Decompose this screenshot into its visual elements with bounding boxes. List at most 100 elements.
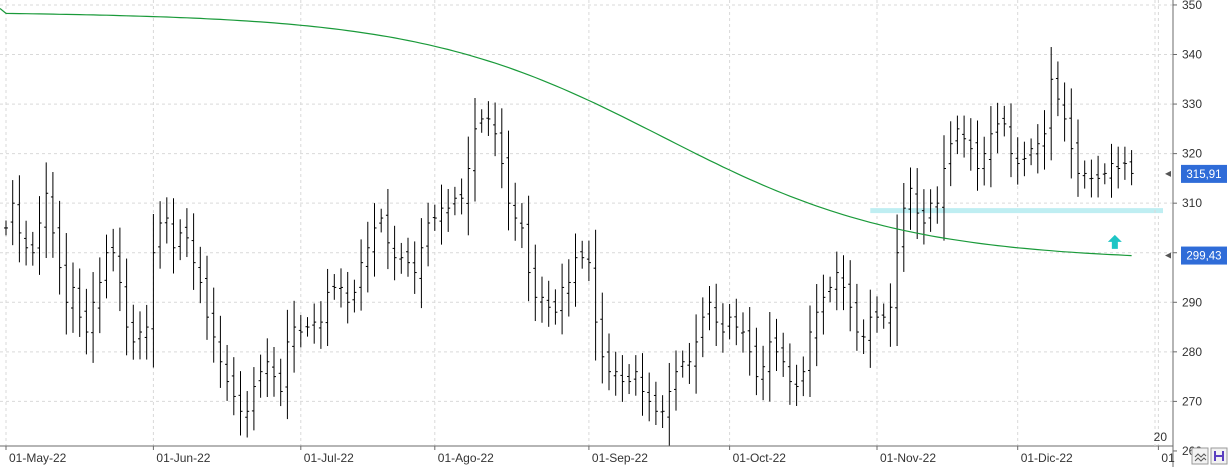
ohlc-bar-39 bbox=[265, 338, 270, 397]
ohlc-bar-131 bbox=[881, 303, 886, 329]
ohlc-bar-35 bbox=[238, 371, 243, 436]
ohlc-bar-121 bbox=[814, 284, 819, 367]
y-tick-label: 290 bbox=[1182, 295, 1202, 309]
ohlc-bar-111 bbox=[747, 307, 752, 376]
ohlc-bar-101 bbox=[680, 350, 685, 378]
ohlc-bar-43 bbox=[292, 300, 297, 373]
ohlc-bar-138 bbox=[928, 189, 933, 232]
last-price-box bbox=[1181, 164, 1227, 183]
ohlc-bar-168 bbox=[1129, 150, 1134, 186]
ohlc-bar-105 bbox=[707, 285, 712, 331]
ohlc-bar-11 bbox=[77, 268, 82, 337]
ohlc-bar-127 bbox=[854, 283, 859, 351]
ohlc-bar-54 bbox=[365, 221, 370, 293]
ohlc-bar-9 bbox=[64, 233, 69, 335]
ohlc-bar-55 bbox=[372, 203, 377, 277]
support-zone bbox=[870, 208, 1163, 214]
ohlc-bar-21 bbox=[144, 304, 149, 360]
ohlc-bar-92 bbox=[620, 355, 625, 402]
ohlc-bar-19 bbox=[131, 304, 136, 360]
zoom-toggle-button[interactable] bbox=[1191, 447, 1209, 465]
ohlc-bar-109 bbox=[734, 298, 739, 346]
ohlc-bar-59 bbox=[399, 242, 404, 274]
ohlc-bar-89 bbox=[600, 292, 605, 384]
support-band bbox=[870, 208, 1163, 214]
arrow-up-icon bbox=[1107, 234, 1122, 249]
ma-value-box bbox=[1181, 246, 1227, 265]
ohlc-bar-31 bbox=[211, 287, 216, 363]
ohlc-bar-56 bbox=[379, 208, 384, 233]
ohlc-bar-156 bbox=[1049, 47, 1054, 161]
ohlc-bar-68 bbox=[459, 178, 464, 215]
ohlc-bar-57 bbox=[385, 188, 390, 270]
x-axis: 01-May-22 01-Jun-22 01-Jul-22 01-Ago-22 01-S… bbox=[5, 430, 1175, 465]
ohlc-bar-69 bbox=[466, 136, 471, 236]
ohlc-bar-152 bbox=[1022, 141, 1027, 177]
ohlc-bar-107 bbox=[720, 303, 725, 353]
x-tick-label: 01-Jun-22 bbox=[156, 451, 210, 465]
arrow-marker bbox=[1107, 234, 1122, 249]
ohlc-bar-139 bbox=[935, 186, 940, 224]
ohlc-bar-120 bbox=[808, 305, 812, 398]
ohlc-bar-166 bbox=[1116, 146, 1121, 189]
ohlc-bar-153 bbox=[1029, 138, 1034, 166]
ohlc-bar-79 bbox=[533, 244, 538, 322]
ohlc-bar-77 bbox=[519, 203, 524, 249]
ohlc-bar-18 bbox=[124, 258, 129, 356]
ohlc-bar-2 bbox=[17, 175, 22, 263]
ohlc-bar-47 bbox=[318, 301, 323, 349]
ohlc-bar-62 bbox=[419, 218, 424, 309]
ohlc-bar-96 bbox=[647, 372, 652, 422]
ohlc-bar-143 bbox=[962, 115, 967, 158]
ohlc-bar-164 bbox=[1102, 163, 1107, 185]
y-tick-label: 330 bbox=[1182, 97, 1202, 111]
ohlc-bar-167 bbox=[1122, 146, 1127, 180]
ohlc-bar-125 bbox=[841, 255, 846, 311]
y-tick-label: 280 bbox=[1182, 345, 1202, 359]
ohlc-bar-0 bbox=[4, 220, 8, 236]
ohlc-bar-75 bbox=[506, 130, 511, 231]
ohlc-bar-129 bbox=[868, 289, 873, 368]
ohlc-bar-65 bbox=[439, 184, 444, 245]
ohlc-bar-157 bbox=[1055, 61, 1060, 117]
ohlc-bar-103 bbox=[694, 314, 699, 394]
ohlc-bar-58 bbox=[392, 225, 397, 281]
ohlc-bar-41 bbox=[278, 358, 283, 407]
ohlc-bar-119 bbox=[801, 356, 806, 397]
ohlc-bar-115 bbox=[774, 318, 779, 372]
corner-tools[interactable] bbox=[1191, 447, 1228, 465]
x-tick-label: 01-Nov-22 bbox=[880, 451, 936, 465]
ohlc-bar-88 bbox=[593, 229, 598, 361]
ohlc-bar-145 bbox=[975, 120, 980, 191]
ohlc-bar-144 bbox=[968, 118, 973, 171]
ohlc-bar-84 bbox=[566, 259, 571, 317]
ohlc-bar-151 bbox=[1015, 137, 1020, 185]
ohlc-bar-85 bbox=[573, 233, 578, 307]
ohlc-bar-16 bbox=[111, 228, 116, 272]
ohlc-bar-110 bbox=[741, 312, 745, 353]
ohlc-bar-66 bbox=[446, 188, 451, 232]
ohlc-bar-67 bbox=[452, 186, 457, 216]
ohlc-bar-158 bbox=[1062, 82, 1067, 142]
x-tick-label: 01-Jul-22 bbox=[304, 451, 354, 465]
ohlc-bars bbox=[4, 47, 1134, 446]
ohlc-bar-28 bbox=[191, 213, 196, 290]
x-tick-label: 01-Sep-22 bbox=[592, 451, 648, 465]
ohlc-bar-160 bbox=[1076, 119, 1080, 197]
ohlc-bar-149 bbox=[1002, 105, 1007, 137]
ohlc-bar-12 bbox=[84, 288, 89, 355]
y-tick-label: 350 bbox=[1182, 0, 1202, 12]
ohlc-bar-53 bbox=[359, 239, 364, 311]
ohlc-bar-70 bbox=[473, 97, 477, 202]
ohlc-bar-104 bbox=[700, 297, 705, 358]
ohlc-bar-32 bbox=[218, 315, 223, 388]
ohlc-bar-102 bbox=[687, 342, 692, 384]
ohlc-bar-94 bbox=[633, 355, 638, 396]
ohlc-bar-154 bbox=[1035, 124, 1040, 174]
ohlc-bar-14 bbox=[97, 257, 102, 334]
x-tick-label: 01 bbox=[1161, 451, 1175, 465]
highlight-toggle-button[interactable] bbox=[1210, 447, 1228, 465]
ohlc-bar-81 bbox=[546, 280, 551, 327]
ohlc-bar-136 bbox=[915, 168, 920, 240]
